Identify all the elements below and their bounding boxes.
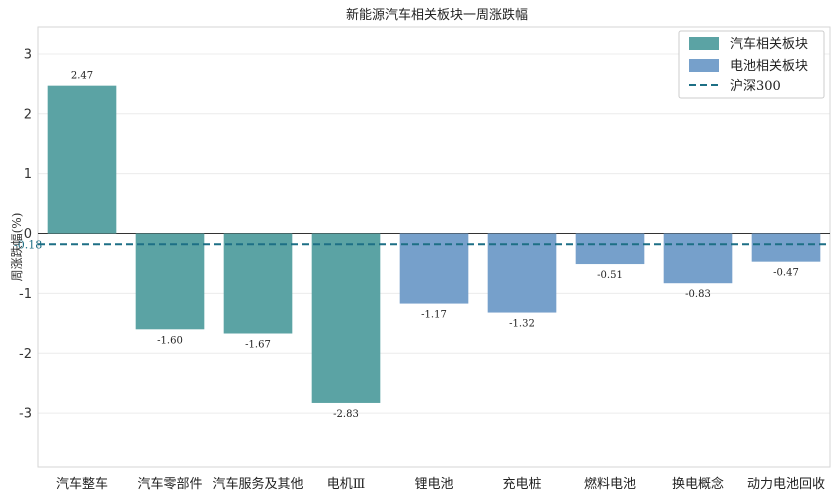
- bar: [47, 85, 117, 234]
- legend-swatch-auto: [689, 37, 719, 50]
- data-label: -0.83: [685, 289, 711, 300]
- bar: [751, 233, 821, 262]
- plot-frame: [37, 26, 831, 468]
- x-tick-label: 充电桩: [502, 476, 541, 492]
- y-axis-ticks: -3 -2 -1 0 1 2 3: [19, 47, 32, 421]
- data-labels: 2.47 -1.60 -1.67 -2.83 -1.17 -1.32 -0.51 -0.83 -…: [71, 71, 799, 420]
- x-tick-label: 电机Ⅲ: [327, 477, 366, 492]
- data-label: -1.17: [421, 310, 447, 321]
- legend: 汽车相关板块 电池相关板块 沪深300: [678, 30, 825, 99]
- legend-swatch-battery: [689, 59, 719, 72]
- data-label: -2.83: [333, 409, 359, 420]
- reference-line-label: -0.18: [14, 238, 42, 251]
- y-tick-label: -1: [19, 287, 32, 302]
- data-label: -1.32: [509, 319, 535, 330]
- legend-label-auto: 汽车相关板块: [730, 36, 808, 52]
- x-tick-label: 换电概念: [672, 476, 724, 492]
- y-tick-label: 1: [24, 167, 32, 182]
- x-tick-label: 动力电池回收: [747, 477, 825, 492]
- data-label: -0.47: [773, 268, 799, 279]
- y-tick-label: -3: [19, 407, 32, 422]
- legend-label-hs300: 沪深300: [730, 78, 781, 94]
- bar: [311, 233, 381, 403]
- bar: [135, 233, 205, 330]
- y-tick-label: 0: [24, 227, 32, 242]
- y-axis-title: 周涨跌幅(%): [9, 213, 24, 282]
- y-tick-label: 2: [24, 107, 32, 122]
- bar: [223, 233, 293, 334]
- bar: [575, 233, 645, 265]
- x-axis-labels: 汽车整车 汽车零部件 汽车服务及其他 电机Ⅲ 锂电池 充电桩 燃料电池 换电概念 动力电池回收: [56, 476, 825, 492]
- bar: [487, 233, 557, 313]
- x-tick-label: 燃料电池: [584, 476, 636, 492]
- x-tick-label: 锂电池: [414, 477, 453, 492]
- chart-title: 新能源汽车相关板块一周涨跌幅: [346, 7, 528, 23]
- data-label: 2.47: [71, 71, 93, 82]
- bar: [663, 233, 733, 284]
- data-label: -1.60: [157, 335, 183, 346]
- legend-label-battery: 电池相关板块: [730, 59, 808, 74]
- y-tick-label: 3: [24, 47, 32, 62]
- x-tick-label: 汽车整车: [56, 476, 108, 492]
- x-tick-label: 汽车服务及其他: [212, 476, 303, 492]
- y-tick-label: -2: [19, 347, 32, 362]
- data-label: -1.67: [245, 340, 271, 351]
- data-label: -0.51: [597, 270, 623, 281]
- x-tick-label: 汽车零部件: [137, 476, 202, 492]
